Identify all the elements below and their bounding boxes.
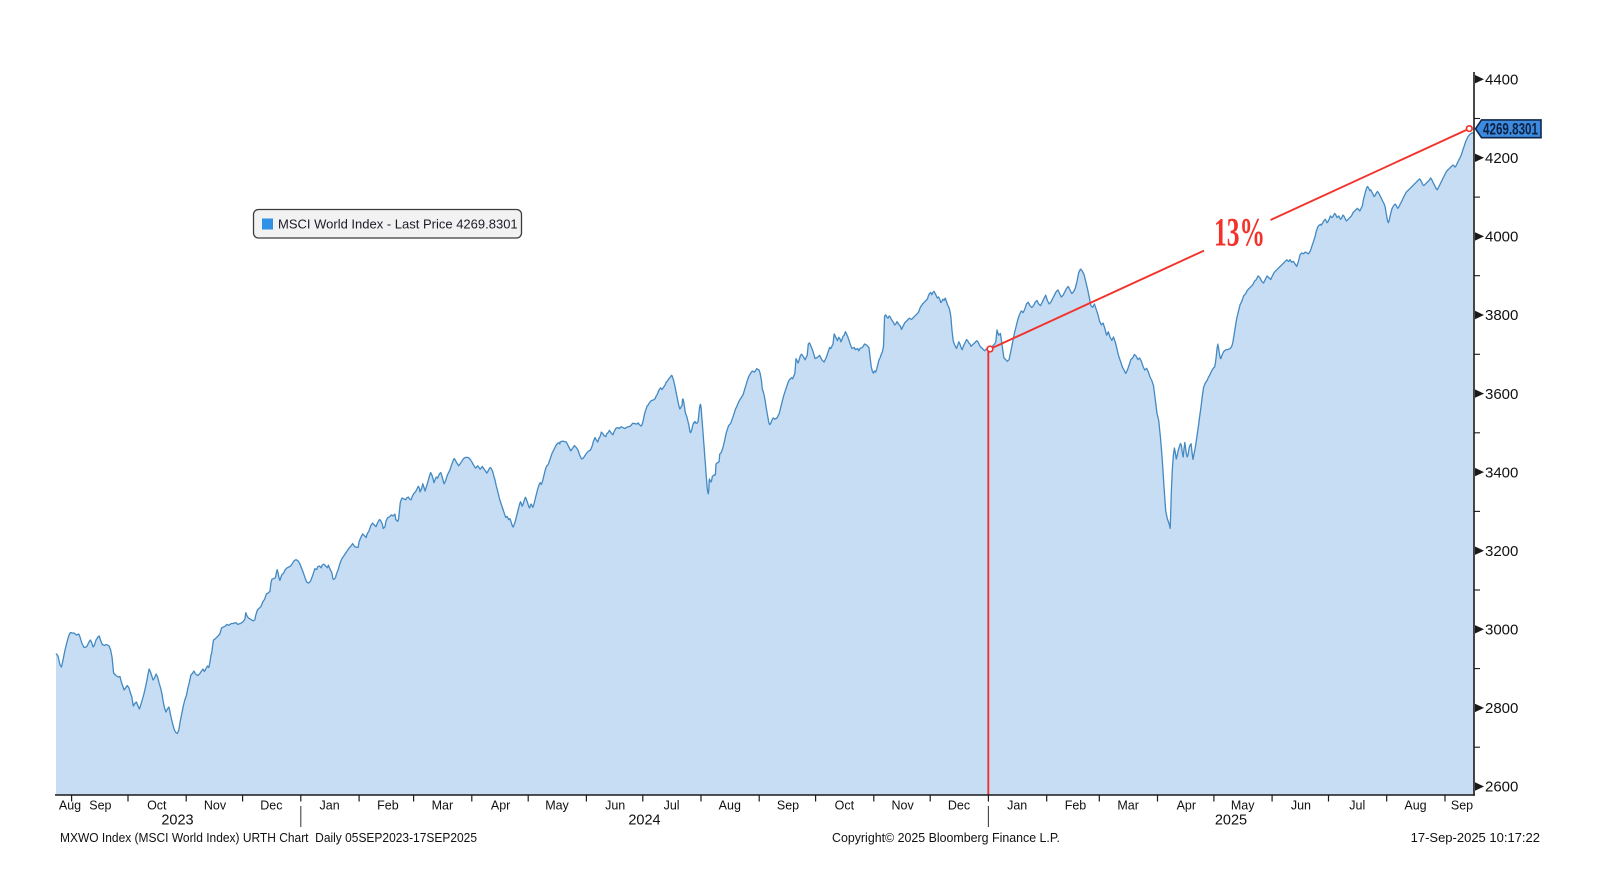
- svg-text:Dec: Dec: [948, 799, 970, 813]
- svg-text:3200: 3200: [1485, 543, 1518, 560]
- svg-text:Aug: Aug: [1404, 799, 1426, 813]
- svg-text:Feb: Feb: [377, 799, 399, 813]
- svg-text:3800: 3800: [1485, 307, 1518, 324]
- svg-text:Aug: Aug: [59, 799, 81, 813]
- svg-text:2800: 2800: [1485, 700, 1518, 717]
- svg-text:4000: 4000: [1485, 229, 1518, 246]
- svg-text:Feb: Feb: [1065, 799, 1087, 813]
- svg-text:May: May: [545, 799, 569, 813]
- svg-text:4400: 4400: [1485, 71, 1518, 88]
- svg-text:4200: 4200: [1485, 150, 1518, 167]
- svg-text:Copyright© 2025 Bloomberg Fina: Copyright© 2025 Bloomberg Finance L.P.: [832, 830, 1060, 845]
- svg-text:Apr: Apr: [1177, 799, 1196, 813]
- svg-text:13%: 13%: [1214, 210, 1265, 255]
- svg-text:MSCI World Index - Last Price: MSCI World Index - Last Price 4269.8301: [278, 217, 518, 232]
- svg-text:Jan: Jan: [1007, 799, 1027, 813]
- svg-text:4269.8301: 4269.8301: [1483, 121, 1538, 139]
- svg-text:Aug: Aug: [719, 799, 741, 813]
- svg-text:Apr: Apr: [491, 799, 510, 813]
- svg-text:2600: 2600: [1485, 779, 1518, 796]
- svg-text:Jul: Jul: [1349, 799, 1365, 813]
- svg-text:Dec: Dec: [260, 799, 282, 813]
- svg-text:Oct: Oct: [835, 799, 855, 813]
- svg-text:May: May: [1231, 799, 1255, 813]
- svg-text:17-Sep-2025 10:17:22: 17-Sep-2025 10:17:22: [1411, 830, 1540, 845]
- svg-text:2023: 2023: [161, 813, 193, 829]
- svg-text:Jun: Jun: [605, 799, 625, 813]
- svg-text:Oct: Oct: [147, 799, 167, 813]
- svg-text:Sep: Sep: [89, 799, 111, 813]
- svg-text:Sep: Sep: [1451, 799, 1473, 813]
- svg-text:Jun: Jun: [1291, 799, 1311, 813]
- svg-text:Jul: Jul: [664, 799, 680, 813]
- svg-text:3400: 3400: [1485, 464, 1518, 481]
- svg-text:Mar: Mar: [432, 799, 454, 813]
- svg-text:Nov: Nov: [891, 799, 914, 813]
- svg-text:3000: 3000: [1485, 622, 1518, 639]
- svg-text:2025: 2025: [1215, 813, 1247, 829]
- svg-text:MXWO Index (MSCI World Index): MXWO Index (MSCI World Index) URTH Chart…: [60, 830, 477, 845]
- svg-text:Jan: Jan: [320, 799, 340, 813]
- svg-text:2024: 2024: [628, 813, 660, 829]
- svg-text:3600: 3600: [1485, 386, 1518, 403]
- svg-text:Mar: Mar: [1117, 799, 1139, 813]
- svg-text:Sep: Sep: [777, 799, 799, 813]
- svg-text:Nov: Nov: [204, 799, 227, 813]
